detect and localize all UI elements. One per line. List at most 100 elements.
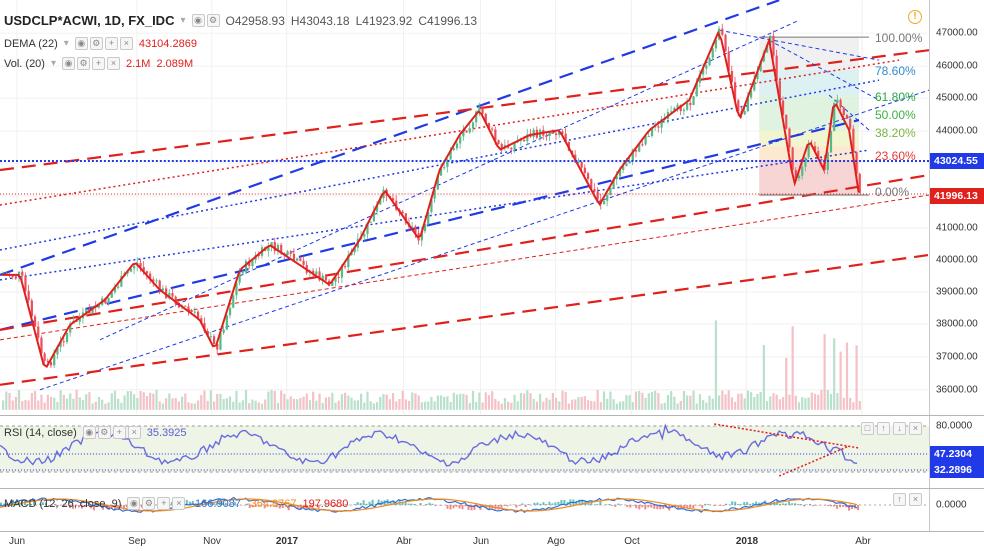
- price-plot[interactable]: [0, 0, 930, 415]
- volume-bar: [430, 396, 433, 410]
- eye-icon[interactable]: ◉: [82, 426, 96, 439]
- macd-bar: [608, 504, 611, 506]
- macd-value-2: -364.8767: [246, 497, 297, 510]
- rsi-tag-2: 32.2896: [930, 462, 984, 478]
- pane-divider[interactable]: [0, 415, 984, 416]
- price-pane[interactable]: 47000.00 46000.00 45000.00 44000.00 4100…: [0, 0, 984, 415]
- chevron-down-icon[interactable]: ▾: [50, 58, 56, 69]
- move-up-icon[interactable]: ↑: [877, 422, 890, 435]
- volume-bar: [657, 393, 660, 410]
- candle-body: [401, 211, 404, 214]
- pane-divider[interactable]: [0, 488, 984, 489]
- volume-bar: [337, 400, 340, 410]
- volume-bar: [241, 400, 244, 410]
- macd-bar: [413, 504, 416, 506]
- symbol-legend[interactable]: USDCLP*ACWI, 1D, FX_IDC ▾ ◉ ⚙ O42958.93 …: [4, 13, 477, 28]
- settings-icon[interactable]: ⚙: [77, 57, 90, 70]
- candle-body: [244, 261, 248, 273]
- volume-bar: [724, 394, 727, 410]
- volume-bar: [158, 401, 161, 410]
- candle-body: [590, 179, 593, 189]
- plus-icon[interactable]: +: [104, 37, 118, 50]
- symbol-title[interactable]: USDCLP*ACWI, 1D, FX_IDC: [4, 13, 175, 28]
- candle-body: [714, 39, 718, 49]
- warning-icon[interactable]: !: [908, 10, 922, 24]
- volume-bar: [574, 399, 577, 410]
- close-icon[interactable]: ×: [909, 422, 922, 435]
- chevron-down-icon[interactable]: ▾: [63, 38, 69, 49]
- volume-bar: [503, 398, 507, 410]
- macd-bar: [833, 505, 836, 507]
- fan-line-1: [719, 29, 880, 61]
- macd-bar: [389, 501, 392, 506]
- macd-bar: [293, 505, 296, 507]
- plus-icon[interactable]: +: [112, 426, 126, 439]
- macd-bar: [527, 504, 530, 506]
- eye-icon[interactable]: ◉: [62, 57, 75, 70]
- volume-legend[interactable]: Vol. (20) ▾ ◉ ⚙ + × 2.1M 2.089M: [4, 57, 193, 70]
- candle-body: [190, 310, 193, 313]
- rsi-legend[interactable]: RSI (14, close) ◉ ⚙ + × 35.3925: [4, 426, 187, 439]
- close-icon[interactable]: ×: [107, 57, 120, 70]
- macd-histogram: [0, 499, 860, 511]
- macd-plot[interactable]: [0, 489, 930, 531]
- settings-icon[interactable]: ⚙: [97, 426, 111, 439]
- macd-tick: 0.0000: [936, 499, 967, 511]
- volume-value-1: 2.1M: [126, 57, 151, 70]
- macd-bar: [740, 504, 743, 506]
- macd-bar: [743, 502, 746, 506]
- macd-legend[interactable]: MACD (12, 26, close, 9) ◉ ⚙ + × -166.908…: [4, 497, 348, 510]
- rsi-axis[interactable]: 80.0000 47.2304 32.2896: [930, 416, 984, 488]
- chevron-down-icon[interactable]: ▾: [180, 15, 186, 26]
- dema-label[interactable]: DEMA (22): [4, 37, 58, 50]
- settings-icon[interactable]: ⚙: [206, 14, 220, 27]
- settings-icon[interactable]: ⚙: [142, 497, 156, 510]
- volume-bar: [583, 396, 586, 410]
- rsi-label[interactable]: RSI (14, close): [4, 426, 77, 439]
- price-axis[interactable]: 47000.00 46000.00 45000.00 44000.00 4100…: [930, 0, 984, 415]
- close-icon[interactable]: ×: [172, 497, 186, 510]
- volume-bar: [264, 399, 267, 410]
- volume-bar: [794, 395, 797, 410]
- candle-body: [27, 290, 30, 301]
- plus-icon[interactable]: +: [157, 497, 171, 510]
- candle-body: [641, 144, 644, 146]
- rsi-pane[interactable]: 80.0000 47.2304 32.2896 RSI (14, close) …: [0, 416, 984, 488]
- maximize-icon[interactable]: □: [861, 422, 874, 435]
- volume-bar: [299, 398, 302, 410]
- macd-bar: [497, 505, 500, 510]
- fib-zone-red: [759, 160, 860, 196]
- move-up-icon[interactable]: ↑: [893, 493, 906, 506]
- macd-bar: [41, 502, 44, 506]
- dema-legend[interactable]: DEMA (22) ▾ ◉ ⚙ + × 43104.2869: [4, 37, 197, 50]
- settings-icon[interactable]: ⚙: [89, 37, 103, 50]
- candle-body: [842, 107, 845, 116]
- volume-bar: [663, 402, 666, 410]
- macd-bar: [545, 504, 548, 506]
- macd-axis[interactable]: 0.0000: [930, 489, 984, 531]
- macd-bar: [500, 505, 503, 509]
- volume-bar: [280, 390, 283, 410]
- volume-bar: [318, 393, 321, 410]
- eye-icon[interactable]: ◉: [127, 497, 141, 510]
- rsi-tag-1: 47.2304: [930, 446, 984, 462]
- macd-bar: [47, 505, 50, 507]
- close-icon[interactable]: ×: [127, 426, 141, 439]
- rsi-plot[interactable]: [0, 416, 930, 488]
- move-down-icon[interactable]: ↓: [893, 422, 906, 435]
- candle-body: [139, 263, 142, 268]
- macd-bar: [518, 505, 521, 506]
- eye-icon[interactable]: ◉: [191, 14, 205, 27]
- volume-bar: [312, 391, 315, 410]
- plus-icon[interactable]: +: [92, 57, 105, 70]
- macd-pane[interactable]: 0.0000 MACD (12, 26, close, 9) ◉ ⚙ + × -…: [0, 489, 984, 531]
- candle-body: [820, 159, 823, 161]
- macd-bar: [329, 504, 332, 506]
- close-icon[interactable]: ×: [909, 493, 922, 506]
- candle-body: [257, 255, 260, 257]
- macd-label[interactable]: MACD (12, 26, close, 9): [4, 497, 122, 510]
- eye-icon[interactable]: ◉: [74, 37, 88, 50]
- volume-label[interactable]: Vol. (20): [4, 57, 45, 70]
- close-icon[interactable]: ×: [119, 37, 133, 50]
- candle-body: [545, 135, 548, 137]
